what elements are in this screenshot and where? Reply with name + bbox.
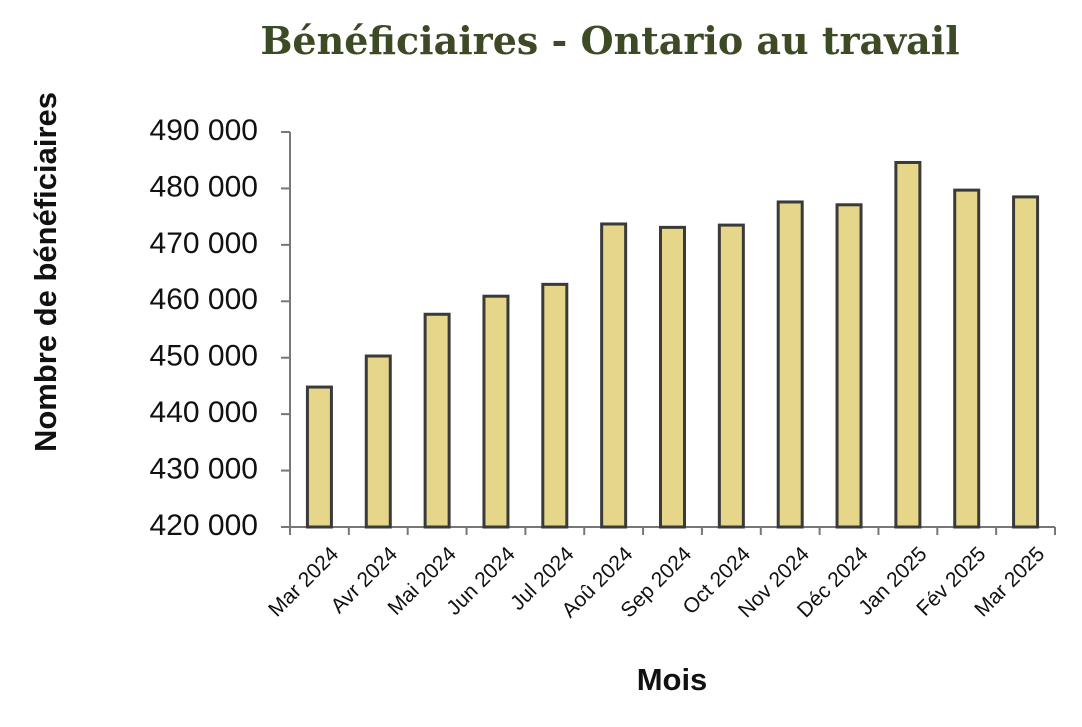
bar bbox=[717, 223, 745, 529]
bar bbox=[835, 203, 863, 529]
x-tick-label: Mar 2024 bbox=[264, 542, 343, 621]
bar bbox=[776, 200, 804, 529]
bar bbox=[894, 160, 922, 529]
y-tick-label: 480 000 bbox=[150, 170, 258, 203]
bar bbox=[482, 294, 510, 529]
y-tick-label: 450 000 bbox=[150, 340, 258, 373]
y-tick-label: 440 000 bbox=[150, 396, 258, 429]
y-axis-title: Nombre de bénéficiaires bbox=[28, 92, 63, 452]
bar bbox=[423, 312, 451, 529]
y-tick-label: 490 000 bbox=[150, 114, 258, 147]
plot-area: 420 000 430 000 440 000 450 000 460 000 470 0… bbox=[150, 114, 1056, 622]
y-tick-label: 420 000 bbox=[150, 509, 258, 542]
y-tick-label: 460 000 bbox=[150, 283, 258, 316]
x-axis-title: Mois bbox=[637, 662, 708, 697]
bar bbox=[953, 188, 981, 529]
bar bbox=[659, 225, 686, 529]
chart-title: Bénéficiaires - Ontario au travail bbox=[260, 18, 960, 63]
bar bbox=[305, 385, 333, 529]
y-tick-label: 430 000 bbox=[150, 452, 258, 485]
bar bbox=[600, 222, 628, 529]
bar bbox=[364, 354, 392, 529]
bar bbox=[541, 282, 569, 529]
bar bbox=[1012, 195, 1040, 529]
y-tick-label: 470 000 bbox=[150, 227, 258, 260]
